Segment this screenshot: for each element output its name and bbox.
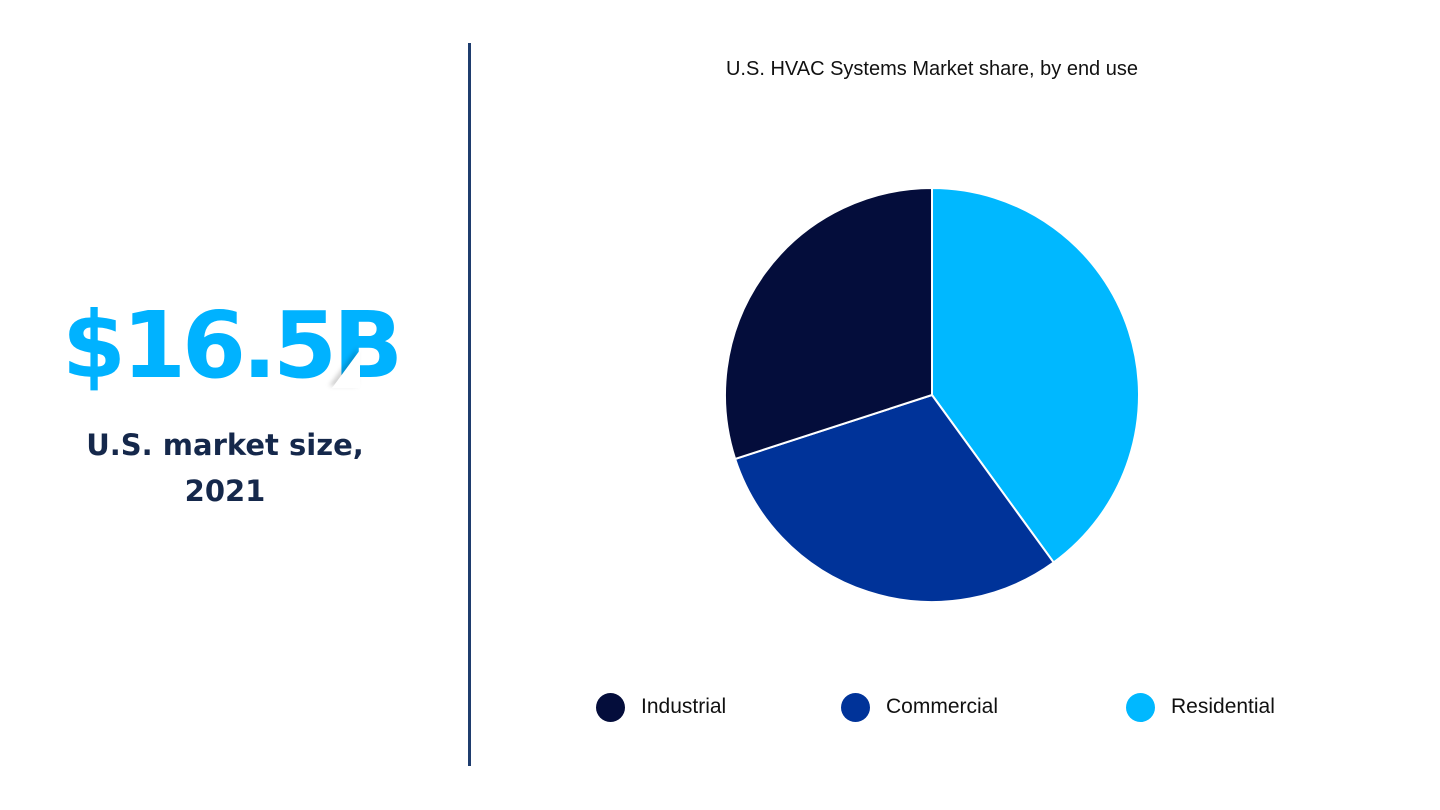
- legend-dot-residential-icon: [1126, 692, 1155, 722]
- pie-slice-industrial: [724, 186, 933, 461]
- legend-item-commercial: Commercial: [841, 690, 998, 724]
- chart-legend: Industrial Commercial Residential: [596, 690, 1316, 724]
- pie-slice-commercial: [733, 393, 1056, 604]
- pie-slice-residential: [931, 186, 1140, 564]
- legend-label-commercial: Commercial: [886, 695, 999, 718]
- legend-label-industrial: Industrial: [641, 695, 727, 718]
- chart-title: U.S. HVAC Systems Market share, by end u…: [725, 58, 1138, 80]
- legend-dot-industrial-icon: [596, 692, 625, 722]
- market-size-label-year: 2021: [184, 474, 266, 508]
- market-size-label: U.S. market size, 2021: [60, 422, 390, 514]
- market-size-label-line1: U.S. market size,: [86, 428, 364, 462]
- pie-chart: [720, 183, 1144, 607]
- market-size-panel: $16.5B U.S. market size, 2021: [0, 0, 440, 810]
- pie-chart-svg: [724, 186, 1140, 604]
- legend-dot-commercial-icon: [841, 692, 870, 722]
- vertical-divider: [468, 43, 471, 766]
- page-curl-decoration: [332, 350, 360, 388]
- legend-item-industrial: Industrial: [596, 690, 726, 724]
- legend-item-residential: Residential: [1126, 690, 1275, 724]
- legend-label-residential: Residential: [1171, 695, 1275, 718]
